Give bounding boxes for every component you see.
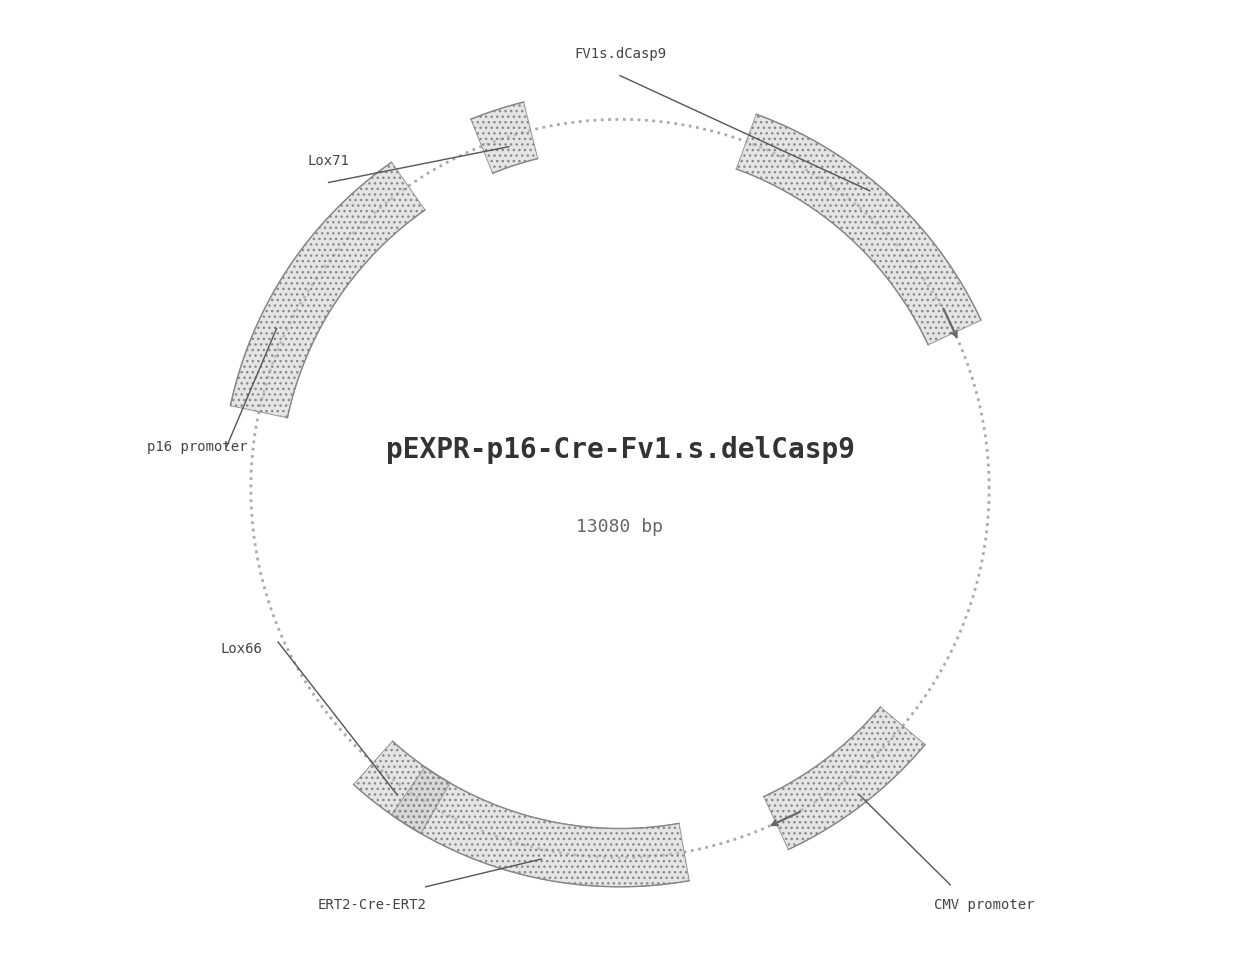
Text: pEXPR-p16-Cre-Fv1.s.delCasp9: pEXPR-p16-Cre-Fv1.s.delCasp9 — [386, 436, 854, 464]
Text: ERT2-Cre-ERT2: ERT2-Cre-ERT2 — [317, 899, 427, 913]
Polygon shape — [231, 162, 425, 418]
Polygon shape — [764, 707, 925, 849]
Text: Lox71: Lox71 — [308, 154, 350, 168]
Polygon shape — [737, 114, 981, 345]
Polygon shape — [353, 742, 450, 833]
Text: FV1s.dCasp9: FV1s.dCasp9 — [574, 47, 666, 62]
Text: 13080 bp: 13080 bp — [577, 519, 663, 536]
Text: p16 promoter: p16 promoter — [148, 440, 248, 453]
Text: Lox66: Lox66 — [221, 642, 262, 656]
Polygon shape — [392, 767, 689, 887]
Polygon shape — [471, 102, 538, 173]
Text: CMV promoter: CMV promoter — [934, 899, 1034, 913]
